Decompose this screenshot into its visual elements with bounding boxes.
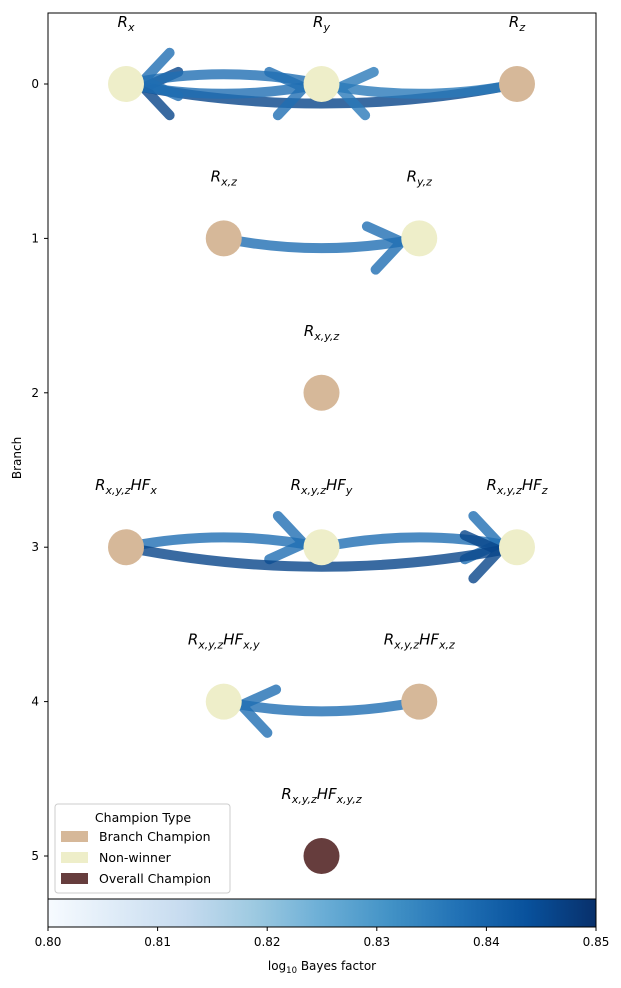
node-label-Ry: Ry [313,13,330,34]
legend-box [54,803,231,894]
node-label-Ryz: Ry,z [407,167,433,188]
node-Ry [303,66,340,102]
legend-entry: Branch Champion [99,829,211,844]
y-axis: 0 1 2 3 4 5 [31,77,48,863]
legend-entry: Overall Champion [99,871,211,886]
edge-Rxz-Ryz [218,221,425,275]
node-HFy [303,529,340,566]
colorbar-tick-label: 0.85 [583,935,610,949]
legend-title: Champion Type [95,810,191,825]
legend-entry: Non-winner [99,850,172,865]
node-label-HFx: Rx,y,zHFx [95,476,157,497]
y-tick-label: 1 [31,231,39,245]
node-HFxyz [303,838,340,874]
node-labels: Rx Ry Rz Rx,z Ry,z Rx,y,z Rx,y,zHFx Rx,y,zHFy Rx… [95,13,548,806]
y-tick-label: 2 [31,386,39,400]
edge-Rz-Ry [316,66,522,121]
node-label-Rxz: Rx,z [211,167,237,188]
colorbar-tick-label: 0.81 [144,935,171,949]
node-label-HFxz: Rx,y,zHFx,z [384,631,455,652]
node-Rxz [205,220,242,257]
colorbar: 0.80 0.81 0.82 0.83 0.84 0.85 log10 Bayes fac… [35,898,610,976]
legend-swatch [61,852,88,863]
y-tick-label: 0 [31,77,39,91]
colorbar-gradient [47,898,597,928]
y-tick-label: 5 [31,849,39,863]
node-HFxy [205,683,242,720]
node-label-HFz: Rx,y,zHFz [486,476,547,497]
node-Rx [108,66,144,102]
colorbar-tick-label: 0.83 [363,935,390,949]
colorbar-tick-label: 0.84 [473,935,500,949]
colorbar-tick-label: 0.82 [254,935,281,949]
colorbar-ticks: 0.80 0.81 0.82 0.83 0.84 0.85 [35,927,610,949]
y-axis-title: Branch [10,437,24,479]
y-tick-label: 3 [31,540,39,554]
colorbar-tick-label: 0.80 [35,935,62,949]
node-label-HFy: Rx,y,zHFy [291,476,353,497]
node-label-Rz: Rz [509,13,525,34]
edge-HFxz-HFxy [218,684,425,738]
legend-swatch [61,831,88,842]
legend: Champion Type Branch Champion Non-winner O… [54,803,231,894]
node-label-HFxy: Rx,y,zHFx,y [188,631,260,652]
node-Rz [499,66,535,102]
nodes [108,66,535,874]
node-HFx [108,529,144,566]
node-Rxyz [303,374,340,411]
node-Ryz [401,220,438,257]
plot-frame [47,12,597,900]
node-label-Rxyz: Rx,y,z [304,322,340,343]
node-HFxz [401,683,438,720]
node-label-HFxyz: Rx,y,zHFx,y,z [281,785,361,806]
legend-swatch [61,873,88,884]
colorbar-label: log10 Bayes factor [268,959,376,976]
node-HFz [499,529,535,566]
edge-line [121,542,522,572]
node-label-Rx: Rx [118,13,135,34]
y-tick-label: 4 [31,695,39,709]
